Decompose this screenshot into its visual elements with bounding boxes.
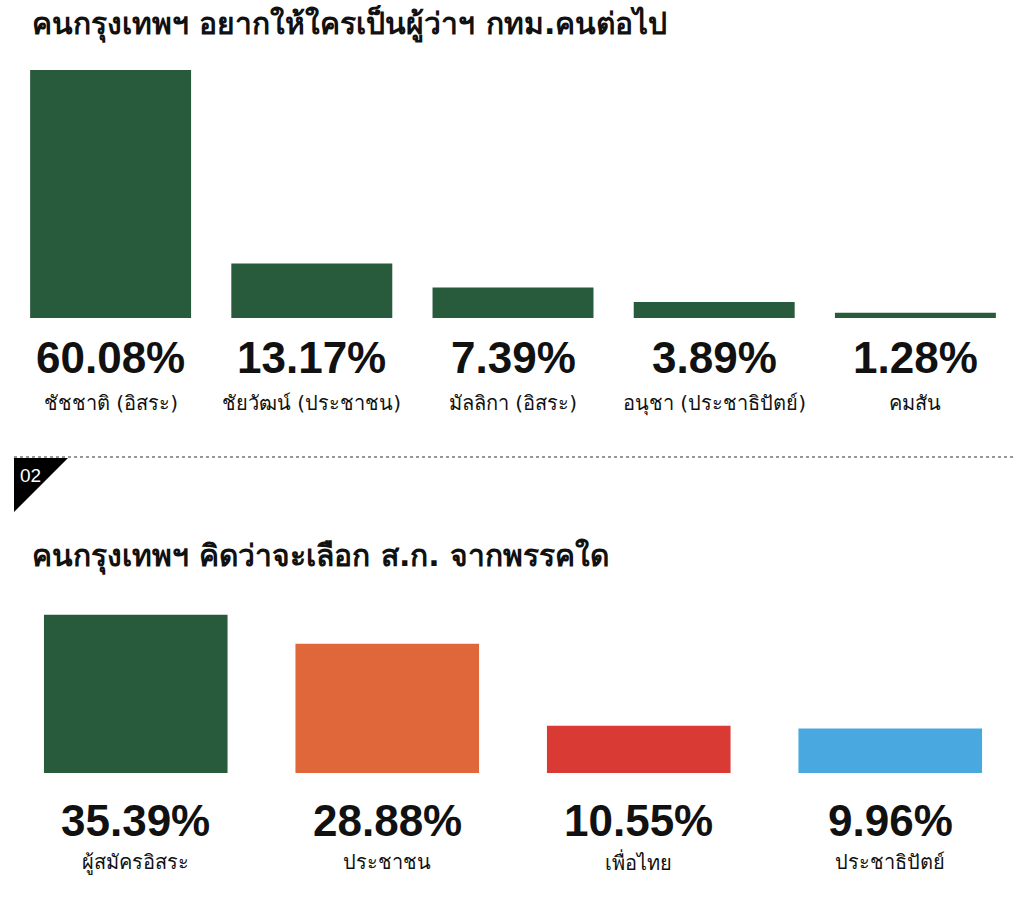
svg-text:ผู้สมัครอิสระ: ผู้สมัครอิสระ <box>82 850 189 875</box>
svg-text:อนุชา (ประชาธิปัตย์): อนุชา (ประชาธิปัตย์) <box>623 391 806 416</box>
svg-text:28.88%: 28.88% <box>313 796 462 845</box>
svg-text:ประชาชน: ประชาชน <box>343 850 431 874</box>
svg-text:ชัยวัฒน์ (ประชาชน): ชัยวัฒน์ (ประชาชน) <box>222 391 401 415</box>
svg-text:คมสัน: คมสัน <box>889 391 941 415</box>
svg-text:1.28%: 1.28% <box>853 333 978 382</box>
svg-text:35.39%: 35.39% <box>61 796 210 845</box>
svg-text:คนกรุงเทพฯ อยากให้ใครเป็นผู้ว่: คนกรุงเทพฯ อยากให้ใครเป็นผู้ว่าฯ กทม.คนต… <box>32 5 667 43</box>
svg-text:02: 02 <box>20 465 41 486</box>
svg-text:9.96%: 9.96% <box>828 796 953 845</box>
svg-text:เพื่อไทย: เพื่อไทย <box>605 849 672 875</box>
svg-text:13.17%: 13.17% <box>237 333 386 382</box>
svg-text:ชัชชาติ (อิสระ): ชัชชาติ (อิสระ) <box>44 391 178 415</box>
svg-text:มัลลิกา (อิสระ): มัลลิกา (อิสระ) <box>449 391 577 415</box>
svg-text:10.55%: 10.55% <box>564 796 713 845</box>
svg-text:คนกรุงเทพฯ คิดว่าจะเลือก ส.ก.: คนกรุงเทพฯ คิดว่าจะเลือก ส.ก. จากพรรคใด <box>32 538 609 575</box>
svg-text:ประชาธิปัตย์: ประชาธิปัตย์ <box>835 850 945 874</box>
svg-text:7.39%: 7.39% <box>451 333 576 382</box>
svg-text:3.89%: 3.89% <box>652 333 777 382</box>
svg-text:60.08%: 60.08% <box>36 333 185 382</box>
